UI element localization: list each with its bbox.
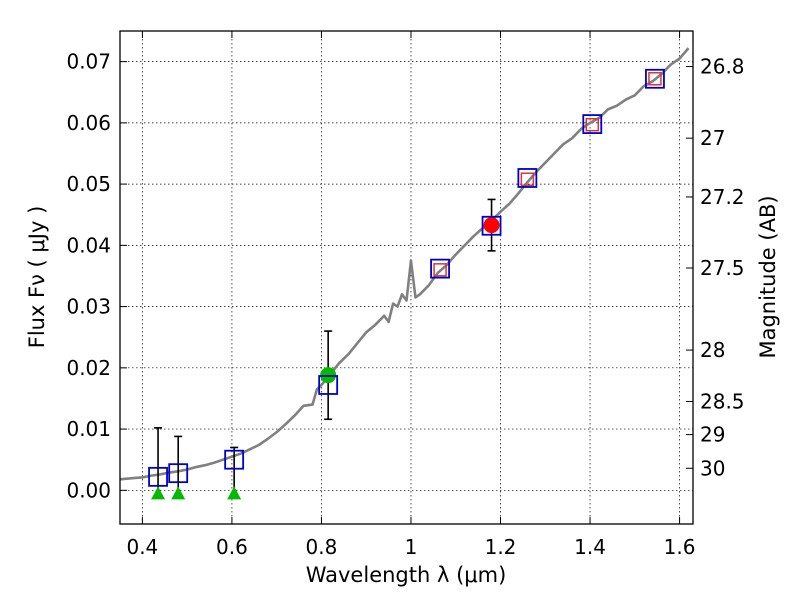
y-tick-label: 0.03	[66, 295, 111, 319]
x-tick-label: 1.6	[664, 535, 696, 559]
model-flux-square	[318, 375, 339, 395]
x-tick-label: 0.4	[126, 535, 158, 559]
detection-point	[483, 217, 500, 234]
y-tick-label: 0.07	[66, 50, 111, 74]
model-flux-square	[148, 466, 168, 487]
y-tick-label: 0.00	[66, 478, 111, 502]
y-axis-label: Flux Fν ( μJy )	[25, 206, 49, 349]
right-tick-label: 28.5	[700, 390, 745, 414]
model-flux-square	[517, 168, 538, 188]
model-flux-square	[430, 258, 450, 279]
model-flux-square	[224, 449, 245, 470]
x-tick-label: 1	[405, 535, 418, 559]
model-flux-square	[168, 463, 189, 484]
y-tick-label: 0.05	[66, 172, 111, 196]
model-flux-square	[582, 114, 603, 134]
right-axis-label: Magnitude (AB)	[756, 195, 780, 358]
y-tick-label: 0.04	[66, 233, 111, 257]
x-tick-label: 1.2	[485, 535, 517, 559]
upper-limit-triangle	[227, 486, 242, 500]
observed-square	[433, 263, 447, 277]
y-tick-label: 0.06	[66, 111, 111, 135]
model-flux-square	[645, 68, 665, 89]
model-flux-square	[481, 215, 502, 236]
plot-area	[119, 47, 690, 500]
x-tick-label: 0.6	[216, 535, 248, 559]
plot-frame	[119, 30, 694, 525]
x-axis-label: Wavelength λ (μm)	[306, 563, 507, 587]
axes: 0.4 0.6 0.8 1 1.2 1.4 1.6 0.00 0.01 0.02 0.03 0.04 0…	[66, 31, 745, 559]
right-tick-label: 27	[700, 126, 725, 150]
observed-square	[520, 172, 535, 186]
x-tick-label: 0.8	[306, 535, 338, 559]
upper-limit-triangle	[151, 486, 166, 500]
right-tick-label: 27.2	[700, 185, 745, 209]
y-tick-label: 0.01	[66, 417, 111, 441]
observed-square	[585, 117, 600, 132]
right-tick-label: 27.5	[700, 256, 745, 280]
right-tick-label: 30	[700, 456, 725, 480]
upper-limit-triangle	[171, 486, 186, 500]
y-tick-label: 0.02	[66, 356, 111, 380]
right-tick-label: 26.8	[700, 55, 745, 79]
observed-square	[648, 72, 662, 86]
x-tick-label: 1.4	[574, 535, 606, 559]
grid	[120, 31, 693, 524]
right-tick-label: 28	[700, 338, 725, 362]
right-tick-label: 29	[700, 423, 725, 447]
